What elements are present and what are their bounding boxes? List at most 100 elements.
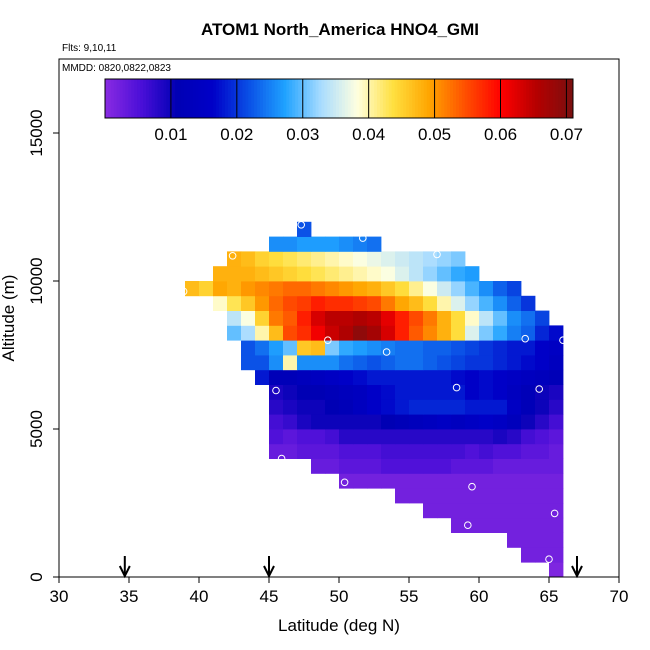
heatmap-cell <box>213 281 228 297</box>
heatmap-cell <box>451 266 466 282</box>
heatmap-cell <box>535 414 550 430</box>
heatmap-cell <box>479 340 494 356</box>
heatmap-cell <box>535 369 550 385</box>
colorbar-segment <box>336 79 340 118</box>
y-tick-label: 10000 <box>27 257 46 304</box>
heatmap-cell <box>451 310 466 326</box>
heatmap-cell <box>549 355 564 371</box>
heatmap-cell <box>437 295 452 311</box>
heatmap-cell <box>465 310 480 326</box>
heatmap-cell <box>353 399 368 415</box>
heatmap-cell <box>353 325 368 341</box>
heatmap-cell <box>493 503 508 519</box>
colorbar-segment <box>438 79 442 118</box>
heatmap-cell <box>325 384 340 400</box>
heatmap-cell <box>367 325 382 341</box>
heatmap-cell <box>227 281 242 297</box>
heatmap-cell <box>479 488 494 504</box>
heatmap-cell <box>465 384 480 400</box>
heatmap-cell <box>451 384 466 400</box>
heatmap-cell <box>255 340 270 356</box>
heatmap-cell <box>297 251 312 267</box>
heatmap-cell <box>381 355 396 371</box>
heatmap-cell <box>521 369 536 385</box>
heatmap-cell <box>437 251 452 267</box>
colorbar-segment <box>540 79 545 118</box>
heatmap-cell <box>283 399 298 415</box>
heatmap-cell <box>409 443 424 459</box>
heatmap-cell <box>451 503 466 519</box>
heatmap-cell <box>507 473 522 489</box>
heatmap-cell <box>353 384 368 400</box>
colorbar-segment <box>251 79 255 118</box>
colorbar-segment <box>277 79 281 118</box>
colorbar-tick-label: 0.04 <box>352 125 385 144</box>
colorbar-segment <box>333 79 337 118</box>
colorbar-segment <box>219 79 223 118</box>
colorbar-segment <box>479 79 483 118</box>
colorbar-segment <box>157 79 162 118</box>
heatmap-cell <box>535 532 550 548</box>
heatmap-cell <box>465 399 480 415</box>
heatmap-cell <box>339 355 354 371</box>
colorbar-segment <box>368 79 372 118</box>
heatmap-cell <box>283 266 298 282</box>
heatmap-cell <box>437 310 452 326</box>
heatmap-cell <box>325 355 340 371</box>
heatmap-cell <box>423 355 438 371</box>
heatmap-cell <box>353 429 368 445</box>
heatmap-cell <box>437 369 452 385</box>
heatmap-cell <box>451 429 466 445</box>
heatmap-cell <box>395 488 410 504</box>
heatmap-cell <box>367 458 382 474</box>
colorbar-segment <box>195 79 200 118</box>
colorbar-segment <box>260 79 264 118</box>
heatmap-cell <box>409 281 424 297</box>
heatmap-cell <box>353 443 368 459</box>
heatmap-cell <box>381 251 396 267</box>
heatmap-cell <box>423 369 438 385</box>
colorbar-segment <box>549 79 554 118</box>
heatmap-cells <box>185 221 564 578</box>
heatmap-cell <box>283 340 298 356</box>
heatmap-cell <box>269 236 284 252</box>
heatmap-cell <box>465 355 480 371</box>
heatmap-cell <box>367 384 382 400</box>
colorbar-segment <box>298 79 302 118</box>
heatmap-cell <box>423 443 438 459</box>
heatmap-cell <box>507 310 522 326</box>
colorbar-segment <box>341 79 346 118</box>
colorbar-segment <box>140 79 144 118</box>
flight-point <box>359 234 367 242</box>
x-tick-label: 30 <box>50 587 69 606</box>
colorbar-segment <box>534 79 539 118</box>
colorbar-segment <box>344 79 349 118</box>
heatmap-cell <box>521 503 536 519</box>
heatmap-cell <box>549 325 564 341</box>
heatmap-cell <box>311 369 326 385</box>
colorbar-segment <box>327 79 331 118</box>
colorbar-segment <box>526 79 530 118</box>
colorbar-segment <box>125 79 129 118</box>
heatmap-cell <box>437 443 452 459</box>
heatmap-cell <box>479 503 494 519</box>
heatmap-cell <box>437 458 452 474</box>
colorbar-segment <box>415 79 419 118</box>
heatmap-cell <box>493 458 508 474</box>
heatmap-cell <box>451 473 466 489</box>
heatmap-cell <box>549 473 564 489</box>
heatmap-cell <box>465 295 480 311</box>
colorbar-segment <box>207 79 211 118</box>
colorbar-segment <box>309 79 314 118</box>
heatmap-cell <box>507 340 522 356</box>
colorbar-segment <box>113 79 118 118</box>
colorbar: 0.01 0.02 0.03 0.04 0.05 0.06 0.07 <box>104 78 583 144</box>
heatmap-cell <box>297 369 312 385</box>
heatmap-cell <box>535 355 550 371</box>
heatmap-cell <box>409 266 424 282</box>
heatmap-cell <box>325 251 340 267</box>
heatmap-cell <box>367 236 382 252</box>
heatmap-cell <box>283 429 298 445</box>
colorbar-segment <box>456 79 460 118</box>
